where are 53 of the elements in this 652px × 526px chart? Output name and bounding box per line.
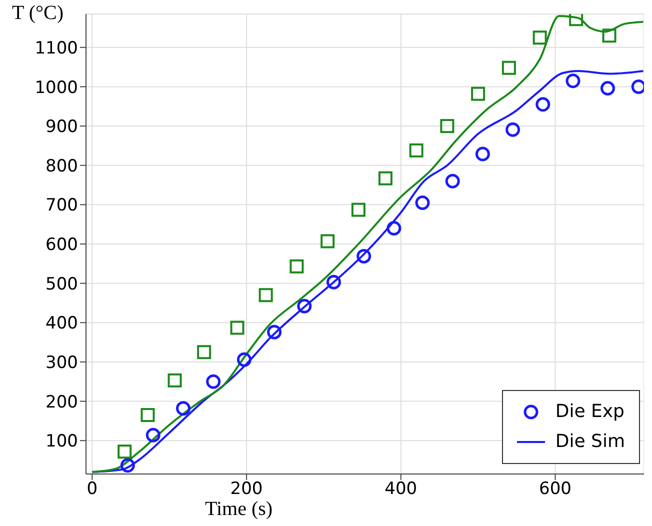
x-tick-label: 600	[539, 479, 572, 500]
point	[569, 14, 584, 26]
y-tick-label: 100	[46, 432, 78, 452]
point	[176, 401, 190, 416]
point	[532, 30, 547, 45]
point	[118, 444, 132, 459]
point	[351, 202, 366, 217]
point	[536, 97, 550, 112]
x-axis-title: Time (s)	[204, 498, 274, 521]
x-tick-label: 0	[86, 479, 98, 500]
point	[258, 288, 273, 302]
point	[320, 234, 335, 248]
point	[475, 146, 490, 162]
x-tick-label: 400	[384, 479, 418, 500]
point	[600, 81, 615, 96]
y-tick-label: 500	[46, 274, 78, 294]
y-tick-label: 900	[46, 117, 78, 138]
y-tick-label: 800	[46, 156, 78, 176]
point	[206, 374, 221, 389]
point	[566, 74, 580, 88]
y-tick-label: 300	[46, 352, 78, 373]
point	[506, 122, 520, 137]
point	[602, 28, 616, 43]
point	[386, 221, 402, 236]
point	[197, 345, 212, 360]
point	[409, 143, 424, 158]
point	[230, 320, 244, 335]
point	[140, 408, 155, 422]
point	[326, 274, 341, 290]
point	[471, 86, 486, 101]
y-tick-label: 400	[46, 314, 78, 334]
point	[236, 352, 252, 367]
y-tick-label: 700	[46, 196, 78, 216]
point	[267, 324, 282, 340]
point	[440, 119, 454, 134]
point	[356, 248, 372, 264]
point	[146, 428, 160, 442]
point	[415, 195, 430, 210]
point	[445, 174, 460, 188]
legend-label: Die Sim	[555, 430, 625, 454]
x-tick-label: 200	[230, 479, 263, 500]
y-tick-label: 1100	[34, 38, 78, 58]
point	[290, 259, 304, 274]
point	[120, 458, 135, 473]
point	[502, 60, 516, 75]
y-tick-label: 1000	[34, 78, 78, 98]
y-tick-label: 600	[46, 235, 78, 256]
point	[378, 171, 392, 186]
y-tick-label: 200	[46, 392, 78, 412]
point	[297, 298, 312, 314]
y-axis-title: T (°C)	[12, 2, 64, 25]
point	[168, 373, 182, 388]
legend-label: Die Exp	[555, 400, 624, 424]
